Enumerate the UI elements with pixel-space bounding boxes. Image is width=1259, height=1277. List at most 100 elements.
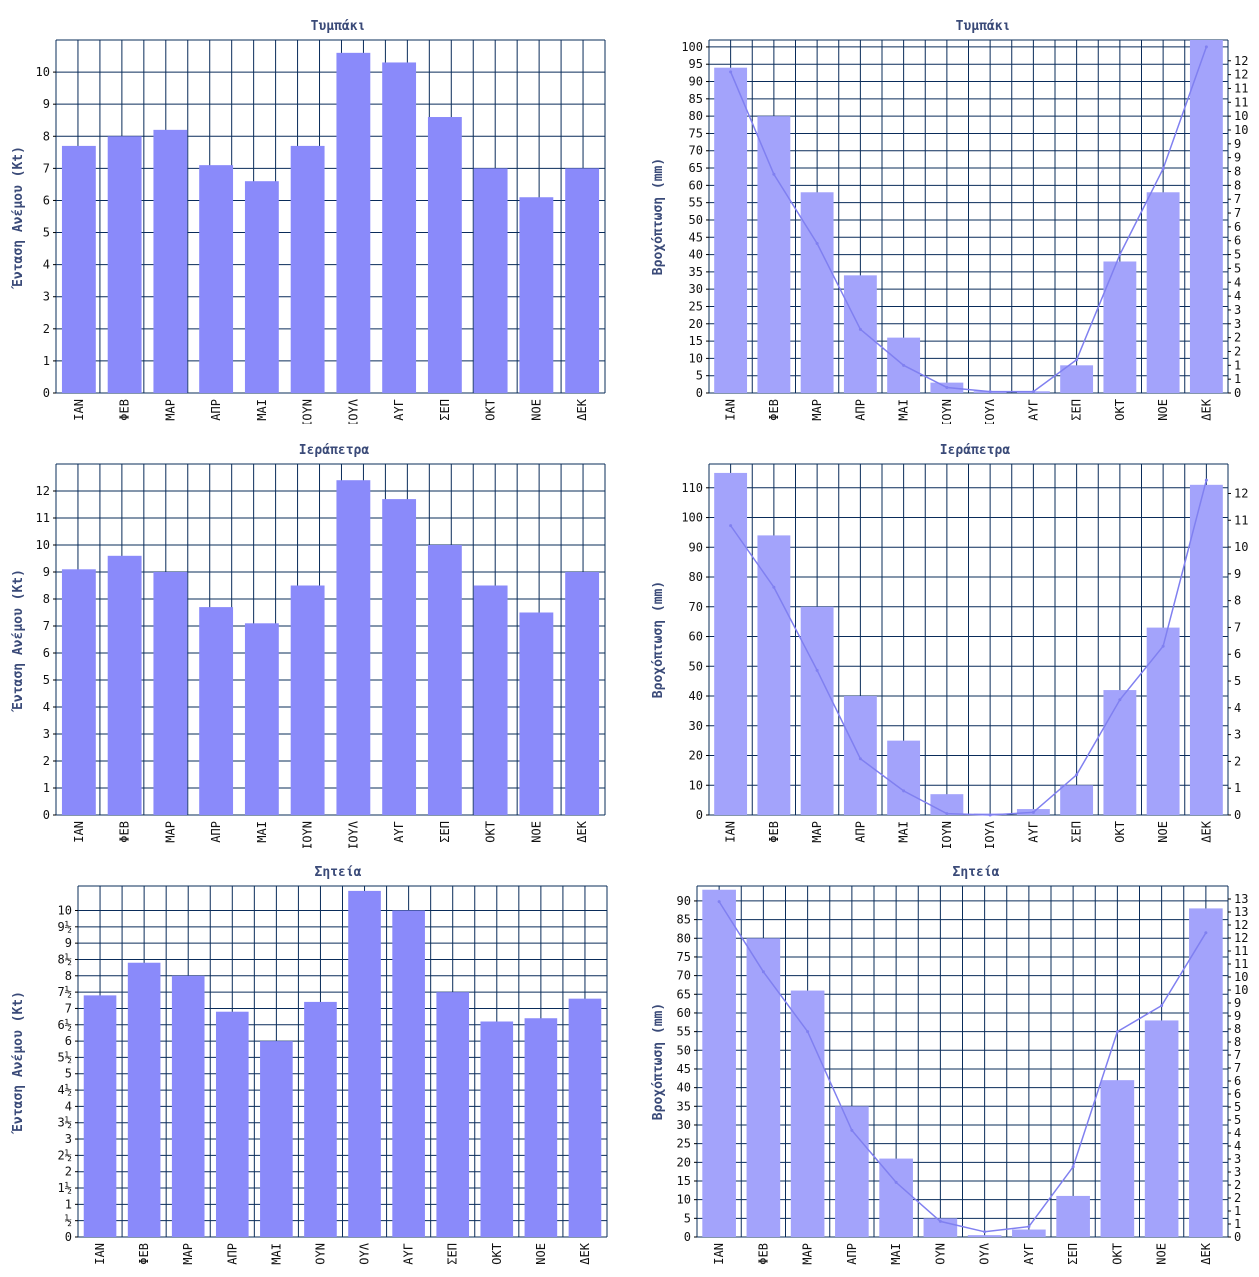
line-point	[850, 1128, 854, 1132]
x-tick-label: ΑΠΡ	[209, 399, 223, 421]
y2-tick-label: 3	[1234, 1152, 1241, 1166]
y-tick-label: 65	[677, 987, 691, 1001]
line-point	[1115, 1030, 1119, 1034]
x-tick-label: ΙΟΥΝ	[301, 399, 315, 424]
y2-tick-label: 2	[1234, 1191, 1241, 1205]
y-tick-label: 60	[689, 178, 703, 192]
grid	[77, 885, 608, 1238]
y-tick-label: 20	[677, 1155, 691, 1169]
y2-tick-label: 4	[1234, 275, 1241, 289]
line-point	[988, 390, 992, 394]
y-tick-label: ½	[65, 1214, 72, 1228]
y-tick-label: 8	[43, 592, 50, 606]
y-tick-label: 25	[689, 299, 703, 313]
y2-tick-label: 2	[1234, 754, 1241, 768]
x-tick-label: ΜΑΙ	[897, 821, 911, 843]
bar	[800, 192, 834, 393]
x-tick-label: ΟΚΤ	[1113, 399, 1127, 421]
x-tick-label: ΔΕΚ	[1199, 820, 1213, 842]
y2-tick-label: 3	[1234, 317, 1241, 331]
y-tick-label: 60	[677, 1006, 691, 1020]
x-tick-label: ΜΑΡ	[181, 1243, 195, 1265]
x-tick-label: ΙΟΥΛ	[346, 398, 360, 424]
y2-tick-label: 10	[1234, 970, 1248, 984]
y2-tick-label: 13	[1234, 905, 1248, 919]
y2-tick-label: 8	[1234, 1022, 1241, 1036]
x-tick-label: ΙΟΥΛ	[983, 398, 997, 424]
bar	[714, 472, 748, 815]
y-tick-label: 1	[65, 1197, 72, 1211]
bar	[879, 1158, 913, 1237]
y-tick-label: 6½	[58, 1018, 72, 1032]
y-tick-label: 9	[43, 97, 50, 111]
wind-chart-siteia: Σητεία Ένταση Ανέμου (Kt) 0 ½ 1 1½ 2 2½ 3 3½ 4 4½ 5 5…	[0, 848, 620, 1273]
x-tick-label: ΜΑΡ	[810, 399, 824, 421]
x-tick-label: ΣΕΠ	[438, 399, 452, 421]
y2-tick-label: 10	[1234, 109, 1248, 123]
y2-tick-label: 1	[1234, 372, 1241, 386]
y-tick-label: 2	[43, 754, 50, 768]
y2-tick-label: 1	[1234, 1217, 1241, 1231]
y-tick-label: 35	[677, 1099, 691, 1113]
y2-tick-label: 9	[1234, 567, 1241, 581]
line-point	[815, 241, 819, 245]
y2-tick-label: 3	[1234, 303, 1241, 317]
y-tick-label: 30	[689, 719, 703, 733]
bar	[215, 1011, 249, 1237]
chart-title: Τυμπάκι	[956, 19, 1011, 34]
bar	[524, 1018, 558, 1237]
bar	[473, 585, 508, 815]
x-tick-label: ΑΥΓ	[402, 1243, 416, 1265]
line-point	[1204, 931, 1208, 935]
line-point	[1204, 478, 1208, 482]
x-tick-label: ΣΕΠ	[1070, 821, 1084, 843]
y2-tick-label: 0	[1234, 386, 1241, 400]
x-tick-label: ΙΑΝ	[93, 1243, 107, 1265]
x-tick-label: ΟΥΛ	[358, 1242, 372, 1264]
y-tick-label: 80	[677, 931, 691, 945]
y-axis-label: Βροχόπτωση (mm)	[651, 581, 666, 698]
y2-tick-label: 9	[1234, 996, 1241, 1010]
bar	[61, 569, 96, 815]
x-tick-label: ΟΥΝ	[313, 1243, 327, 1265]
y-tick-label: 4½	[58, 1083, 72, 1097]
x-tick-label: ΦΕΒ	[118, 399, 132, 421]
y2-tick-label: 4	[1234, 1126, 1241, 1140]
y2-tick-label: 4	[1234, 701, 1241, 715]
bar	[835, 1106, 869, 1237]
y-tick-label: 20	[689, 749, 703, 763]
x-tick-label: ΔΕΚ	[1199, 398, 1213, 420]
line-point	[983, 1230, 987, 1234]
line-point	[988, 813, 992, 817]
y2-tick-label: 7	[1234, 620, 1241, 634]
y2-tick-label: 11	[1234, 81, 1248, 95]
y-tick-label: 90	[689, 540, 703, 554]
bar	[1103, 261, 1137, 393]
x-tick-label: ΑΠΡ	[853, 399, 867, 421]
y2-tick-label: 2	[1234, 344, 1241, 358]
rain-chart-ierapetra: Ιεράπετρα Βροχόπτωση (mm) 0 10 20 30 40 50 60 70 8…	[640, 424, 1259, 850]
x-tick-label: ΜΑΡ	[801, 1243, 815, 1265]
x-tick-label: ΜΑΙ	[269, 1243, 283, 1265]
y-tick-label: 3½	[58, 1116, 72, 1130]
y2-tick-label: 11	[1234, 957, 1248, 971]
bar	[336, 52, 371, 393]
x-tick-label: ΦΕΒ	[137, 1243, 151, 1265]
x-tick-label: ΝΟΕ	[529, 399, 543, 421]
x-tick-label: ΙΑΝ	[72, 821, 86, 843]
bar	[244, 623, 279, 815]
y2-tick-label: 11	[1234, 513, 1248, 527]
x-tick-label: ΜΑΙ	[255, 821, 269, 843]
x-tick-label: ΙΟΥΝ	[940, 821, 954, 848]
line-point	[1031, 390, 1035, 394]
y-axis-label: Ένταση Ανέμου (Kt)	[11, 146, 26, 290]
y2-tick-label: 6	[1234, 234, 1241, 248]
y-tick-label: 90	[677, 894, 691, 908]
y2-tick-label: 7	[1234, 192, 1241, 206]
line-point	[717, 900, 721, 904]
x-tick-label: ΦΕΒ	[767, 821, 781, 843]
y-tick-label: 7½	[58, 985, 72, 999]
x-tick-label: ΝΟΕ	[534, 1243, 548, 1265]
bar	[107, 555, 142, 815]
y2-tick-label: 8	[1234, 1035, 1241, 1049]
